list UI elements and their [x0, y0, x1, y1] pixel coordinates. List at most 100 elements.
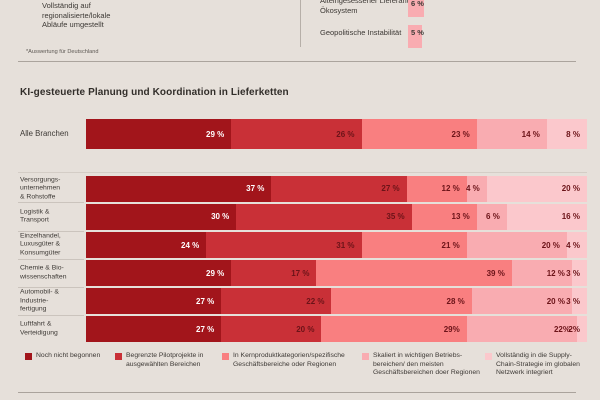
- bar-segment: 21 %: [361, 232, 467, 258]
- footnote: *Auswertung für Deutschland: [26, 49, 99, 55]
- remnant-row-label: Alteingesessener Lieferant Ökosystem: [320, 0, 409, 15]
- chart-legend: Noch nicht begonnen Begrenzte Pilotprojek…: [0, 352, 600, 390]
- segment-value-label: 20 %: [541, 240, 560, 250]
- segment-value-label: 16 %: [561, 212, 580, 222]
- legend-label: Vollständig in die Supply- Chain-Strateg…: [496, 352, 580, 377]
- segment-value-label: 13 %: [451, 212, 470, 222]
- bar-segment: 29 %: [86, 119, 232, 149]
- bar-segment: 30 %: [86, 204, 237, 230]
- chart-row: Luftfahrt & Verteidigung 27 % 20 % 29% 22% 2%: [0, 314, 600, 343]
- segment-value-label: 27 %: [381, 184, 400, 194]
- segment-value-label: 28 %: [446, 296, 465, 306]
- chart-row: Automobil- & Industrie- fertigung 27 % 22 …: [0, 286, 600, 315]
- segment-value-label: 29 %: [206, 129, 225, 139]
- remnant-value: 5 %: [411, 28, 424, 37]
- bar-segment: 24 %: [86, 232, 207, 258]
- segment-value-label: 27 %: [196, 324, 215, 334]
- segment-value-label: 12 %: [546, 268, 565, 278]
- bar-segment: 27 %: [86, 316, 222, 343]
- segment-value-label: 3 %: [566, 268, 580, 278]
- segment-value-label: 27 %: [196, 296, 215, 306]
- industry-rows: Versorgungs- unternehmen & Rohstoffe 37 %…: [0, 176, 600, 345]
- segment-value-label: 24 %: [181, 240, 200, 250]
- stacked-bar: 29 % 26 % 23 % 14 % 8 %: [86, 119, 587, 149]
- stacked-bar: 30 % 35 % 13 % 6 % 16 %: [86, 204, 587, 230]
- row-label-divider: [18, 286, 84, 288]
- segment-value-label: 35 %: [386, 212, 405, 222]
- bar-segment: 31 %: [206, 232, 362, 258]
- bar-segment: 8 %: [546, 119, 587, 149]
- row-label: Automobil- & Industrie- fertigung: [20, 288, 59, 313]
- remnant-bar: [408, 0, 424, 17]
- rows-divider: [18, 172, 587, 173]
- chart-title: KI-gesteuerte Planung und Koordination i…: [20, 87, 289, 98]
- bar-segment: 22%: [466, 316, 577, 343]
- stacked-bar: 37 % 27 % 12 % 4 % 20 %: [86, 176, 587, 202]
- segment-value-label: 29%: [443, 324, 460, 334]
- row-label-divider: [18, 230, 84, 232]
- segment-value-label: 17 %: [291, 268, 310, 278]
- row-label: Chemie & Bio- wissenschaften: [20, 264, 67, 281]
- legend-item: In Kernproduktkategorien/spezifische Ges…: [222, 352, 358, 369]
- segment-value-label: 20 %: [296, 324, 315, 334]
- row-label: Einzelhandel, Luxusgüter & Konsumgüter: [20, 232, 61, 257]
- row-label: Versorgungs- unternehmen & Rohstoffe: [20, 176, 61, 201]
- chart-row: Logistik & Transport 30 % 35 % 13 % 6 % 16 %: [0, 202, 600, 230]
- stacked-bar: 27 % 22 % 28 % 20 % 3 %: [86, 288, 587, 315]
- bar-segment: 37 %: [86, 176, 272, 202]
- segment-value-label: 31 %: [336, 240, 355, 250]
- bar-segment: 17 %: [231, 260, 317, 287]
- bar-segment: 3 %: [566, 260, 587, 287]
- segment-value-label: 4 %: [566, 240, 580, 250]
- legend-label: Skaliert in wichtigen Betriebs- bereiche…: [373, 352, 480, 377]
- remnant-legend-label: Vollständig auf regionalisierte/lokale A…: [42, 1, 111, 30]
- bar-segment: 2%: [568, 316, 587, 343]
- vertical-divider: [300, 0, 301, 47]
- remnant-row-label: Geopolitische Instabilität: [320, 28, 402, 37]
- chart-row: Versorgungs- unternehmen & Rohstoffe 37 %…: [0, 176, 600, 202]
- bar-segment: 4 %: [465, 176, 487, 202]
- stacked-bar: 27 % 20 % 29% 22% 2%: [86, 316, 587, 343]
- bar-segment: 14 %: [476, 119, 547, 149]
- bar-segment: 6 %: [476, 204, 507, 230]
- section-divider: [18, 61, 576, 62]
- row-label: Luftfahrt & Verteidigung: [20, 320, 58, 337]
- legend-item: Vollständig in die Supply- Chain-Strateg…: [485, 352, 597, 378]
- legend-swatch: [222, 353, 229, 360]
- remnant-value: 6 %: [411, 0, 424, 8]
- legend-swatch: [25, 353, 32, 360]
- row-label: Logistik & Transport: [20, 208, 50, 224]
- segment-value-label: 23 %: [451, 129, 470, 139]
- row-label: Alle Branchen: [20, 128, 69, 138]
- segment-value-label: 22 %: [306, 296, 325, 306]
- segment-value-label: 3 %: [566, 296, 580, 306]
- bar-segment: 27 %: [86, 288, 222, 315]
- legend-label: In Kernproduktkategorien/spezifische Ges…: [233, 352, 345, 368]
- row-label-divider: [18, 202, 84, 204]
- segment-value-label: 2%: [568, 324, 580, 334]
- segment-value-label: 12 %: [441, 184, 460, 194]
- bar-segment: 20 %: [486, 176, 587, 202]
- bar-segment: 29%: [321, 316, 467, 343]
- segment-value-label: 21 %: [441, 240, 460, 250]
- legend-swatch: [115, 353, 122, 360]
- overall-row: Alle Branchen 29 % 26 % 23 % 14 % 8 %: [0, 119, 600, 149]
- segment-value-label: 20 %: [561, 184, 580, 194]
- chart-row: Einzelhandel, Luxusgüter & Konsumgüter 24…: [0, 230, 600, 258]
- bar-segment: 12 %: [511, 260, 572, 287]
- segment-value-label: 4 %: [465, 184, 480, 194]
- bar-segment: 35 %: [236, 204, 412, 230]
- segment-value-label: 30 %: [211, 212, 230, 222]
- bar-segment: 22 %: [221, 288, 332, 315]
- segment-value-label: 29 %: [206, 268, 225, 278]
- legend-swatch: [485, 353, 492, 360]
- legend-item: Skaliert in wichtigen Betriebs- bereiche…: [362, 352, 492, 378]
- remnant-bar: [408, 25, 422, 48]
- bar-segment: 39 %: [316, 260, 512, 287]
- chart-row: Chemie & Bio- wissenschaften 29 % 17 % 39 %…: [0, 258, 600, 287]
- legend-item: Begrenzte Pilotprojekte in ausgewählten …: [115, 352, 215, 369]
- segment-value-label: 6 %: [486, 212, 500, 222]
- legend-label: Noch nicht begonnen: [36, 352, 101, 359]
- bar-segment: 29 %: [86, 260, 232, 287]
